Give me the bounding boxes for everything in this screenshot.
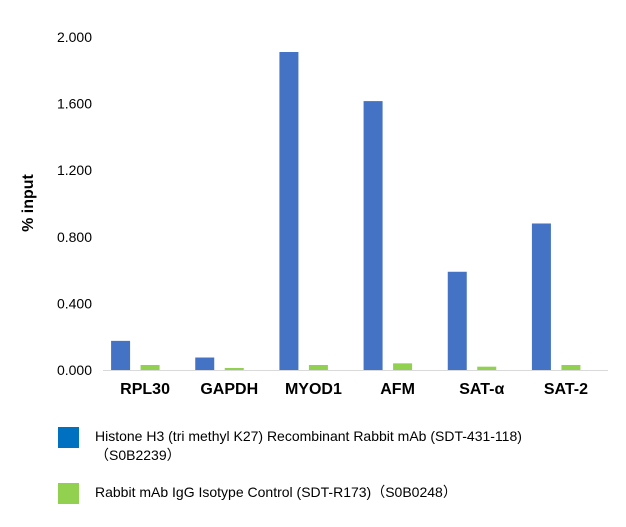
y-tick-label: 0.400	[57, 295, 92, 311]
legend: Histone H3 (tri methyl K27) Recombinant …	[58, 424, 618, 514]
legend-item-series-2: Rabbit mAb IgG Isotype Control (SDT-R173…	[58, 483, 457, 504]
bar-series-2-sat-2	[561, 365, 581, 370]
bar-series-1-rpl30	[111, 340, 131, 370]
y-axis-tick-labels: 0.000 0.400 0.800 1.200 1.600 2.000	[57, 29, 92, 378]
bar-chart: 0.000 0.400 0.800 1.200 1.600 2.000 % input R…	[20, 29, 608, 398]
x-tick-label: AFM	[380, 381, 415, 398]
legend-label-series-1: Histone H3 (tri methyl K27) Recombinant …	[95, 427, 522, 465]
bar-series-1-afm	[363, 101, 383, 370]
legend-label-series-2-line-1: Rabbit mAb IgG Isotype Control (SDT-R173…	[95, 484, 457, 500]
x-axis-tick-labels: RPL30 GAPDH MYOD1 AFM SAT-α SAT-2	[120, 381, 588, 398]
y-tick-label: 1.200	[57, 162, 92, 178]
bars	[111, 51, 581, 371]
bar-series-2-rpl30	[140, 365, 160, 370]
legend-label-series-1-line-2: （S0B2239）	[95, 447, 181, 463]
bar-series-2-gapdh	[224, 368, 244, 370]
x-tick-label: SAT-α	[459, 381, 504, 398]
legend-swatch-series-2	[58, 483, 79, 504]
y-tick-label: 2.000	[57, 29, 92, 45]
legend-label-series-2: Rabbit mAb IgG Isotype Control (SDT-R173…	[95, 483, 457, 502]
y-tick-label: 0.000	[57, 362, 92, 378]
x-tick-label: RPL30	[120, 381, 170, 398]
x-tick-label: SAT-2	[544, 381, 588, 398]
bar-series-2-sat-	[477, 366, 497, 370]
legend-label-series-1-line-1: Histone H3 (tri methyl K27) Recombinant …	[95, 428, 522, 444]
y-axis-label: % input	[20, 173, 37, 231]
legend-item-series-1: Histone H3 (tri methyl K27) Recombinant …	[58, 427, 522, 465]
bar-series-2-myod1	[308, 365, 328, 370]
bar-series-1-myod1	[279, 51, 299, 371]
legend-swatch-series-1	[58, 427, 79, 448]
y-tick-label: 1.600	[57, 96, 92, 112]
y-tick-label: 0.800	[57, 229, 92, 245]
bar-series-1-gapdh	[195, 357, 215, 370]
bar-series-2-afm	[393, 363, 413, 370]
x-tick-label: MYOD1	[285, 381, 342, 398]
bar-series-1-sat-	[447, 271, 467, 370]
x-tick-label: GAPDH	[200, 381, 258, 398]
bar-series-1-sat-2	[531, 223, 551, 370]
